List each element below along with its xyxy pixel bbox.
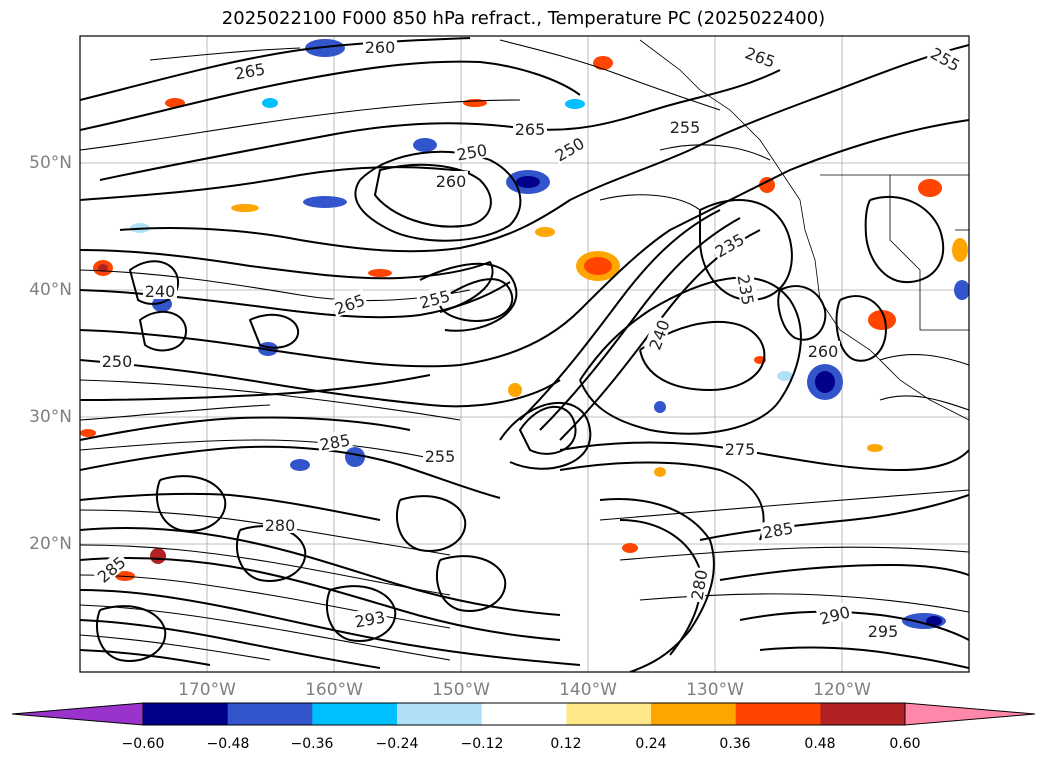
contour-label: 255: [425, 447, 456, 466]
contour-label: 255: [670, 118, 701, 137]
contour-label-background: [143, 281, 177, 299]
refractivity-shading: [80, 39, 969, 629]
colorbar-tick: −0.48: [206, 736, 250, 752]
contour-label-background: [263, 515, 297, 533]
lon-label-150w: 150°W: [432, 680, 490, 700]
colorbar-cell: [481, 703, 567, 725]
lat-label-40n: 40°N: [29, 280, 72, 300]
contour-label-background: [434, 171, 468, 189]
colorbar-tick: −0.24: [375, 736, 419, 752]
contour-label: 250: [102, 352, 133, 371]
contour-label-background: [330, 288, 369, 318]
contour-label-background: [926, 41, 966, 75]
contour-label: 265: [515, 120, 546, 139]
lon-label-160w: 160°W: [305, 680, 363, 700]
contour-label-background: [423, 446, 457, 464]
contour-label-background: [709, 227, 749, 261]
contour-label: 260: [436, 172, 467, 191]
colorbar-extend-high: [904, 702, 1036, 726]
colorbar-tick: 0.48: [804, 736, 836, 752]
colorbar-tick: 0.12: [550, 736, 582, 752]
contour-label-background: [549, 131, 589, 165]
contour-label-background: [643, 315, 673, 354]
contour-label-background: [453, 139, 490, 163]
colorbar-cell: [735, 703, 821, 725]
contour-label-background: [741, 41, 780, 71]
contour-label-background: [363, 37, 397, 55]
colorbar-cell: [312, 703, 398, 725]
colorbar-cell: [227, 703, 313, 725]
temperature-contours: [80, 37, 969, 672]
graticule: [80, 36, 969, 672]
coastline: [639, 39, 969, 421]
contour-label: 280: [265, 516, 296, 535]
contour-label-background: [91, 550, 130, 587]
colorbar-tick: −0.36: [290, 736, 334, 752]
contour-label: 275: [725, 440, 756, 459]
colorbar-cell: [566, 703, 652, 725]
contour-label-background: [723, 439, 757, 457]
contour-label: 295: [868, 622, 899, 641]
contour-label-background: [759, 517, 796, 541]
lon-label-120w: 120°W: [813, 680, 871, 700]
contour-label-background: [735, 271, 759, 308]
colorbar-cell: [820, 703, 906, 725]
contour-label-background: [351, 606, 388, 630]
colorbar-cell: [651, 703, 737, 725]
map-frame: [79, 35, 970, 673]
contour-label: 260: [365, 38, 396, 57]
colorbar: [11, 702, 1036, 726]
contour-label-background: [231, 58, 268, 82]
colorbar-tick: 0.60: [889, 736, 921, 752]
contour-label-background: [866, 621, 900, 639]
contour-label-background: [100, 351, 134, 369]
contour-label-background: [415, 284, 454, 312]
colorbar-tick: 0.24: [635, 736, 667, 752]
contour-label-background: [668, 117, 702, 135]
lon-label-130w: 130°W: [686, 680, 744, 700]
contour-label-background: [316, 429, 353, 453]
lat-label-30n: 30°N: [29, 407, 72, 427]
contour-label-background: [806, 341, 840, 359]
map-title: 2025022100 F000 850 hPa refract., Temper…: [221, 8, 826, 29]
contour-label-background: [513, 119, 547, 137]
contour-label-background: [686, 566, 710, 603]
contour-label: 240: [145, 282, 176, 301]
colorbar-extend-low: [11, 702, 144, 726]
colorbar-tick: 0.36: [719, 736, 751, 752]
lat-label-50n: 50°N: [29, 153, 72, 173]
colorbar-cell: [143, 703, 229, 725]
colorbar-tick: −0.60: [121, 736, 165, 752]
colorbar-frame: [142, 702, 906, 726]
colorbar-tick: −0.12: [460, 736, 504, 752]
lon-label-140w: 140°W: [559, 680, 617, 700]
contour-label-background: [815, 600, 854, 628]
lat-label-20n: 20°N: [29, 534, 72, 554]
colorbar-cell: [397, 703, 483, 725]
contour-label: 260: [808, 342, 839, 361]
lon-label-170w: 170°W: [178, 680, 236, 700]
